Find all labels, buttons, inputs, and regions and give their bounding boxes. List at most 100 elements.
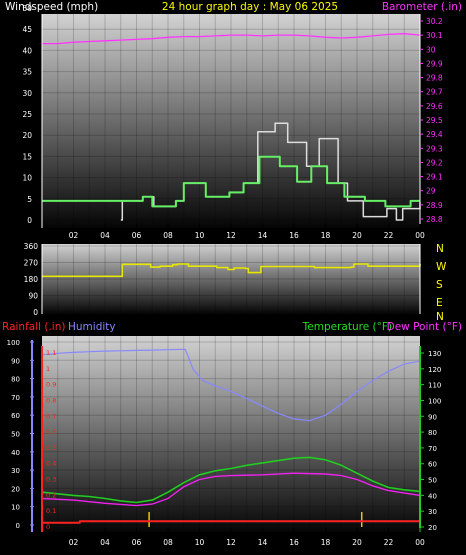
humidity-tick-label: 20 — [11, 485, 20, 493]
rainfall-tick-label: 0.3 — [46, 476, 56, 484]
wind-direction-plot-area — [42, 244, 420, 314]
baro-tick-label: 29.6 — [426, 102, 443, 111]
direction-tick-label: 270 — [24, 259, 39, 268]
x-tick-label: 12 — [226, 538, 236, 547]
rainfall-tick-label: 0.4 — [46, 460, 56, 468]
humidity-tick-label: 10 — [11, 504, 20, 512]
humidity-tick-label: 80 — [11, 376, 20, 384]
rainfall-line — [42, 520, 420, 524]
dewpoint-line — [41, 472, 421, 507]
x-tick-label: 18 — [321, 231, 331, 240]
humidity-tick-label: 60 — [11, 412, 20, 420]
rainfall-tick-label: 0.6 — [46, 428, 56, 436]
chart-title: 24 hour graph day : May 06 2025 — [162, 1, 338, 13]
x-tick-label: 06 — [132, 538, 142, 547]
x-tick-label: 16 — [289, 231, 299, 240]
temperature-tick-label: 100 — [428, 397, 441, 405]
x-tick-label: 10 — [195, 231, 205, 240]
x-tick-label: 20 — [352, 231, 362, 240]
x-tick-label: 00 — [415, 538, 425, 547]
wind-baro-axes: 0 5 10 15 20 25 30 35 40 45 50 28.8 28.9 29 29.1 29.2 29… — [22, 4, 442, 240]
x-tick-label: 08 — [163, 231, 173, 240]
wind-tick-label: 40 — [22, 46, 32, 55]
x-tick-label: 12 — [226, 231, 236, 240]
humidity-tick-label: 100 — [7, 339, 20, 347]
direction-tick-label: 360 — [24, 242, 39, 251]
baro-tick-label: 29.9 — [426, 59, 443, 68]
dewpoint-axis-title: Dew Point (°F) — [387, 321, 462, 333]
windspeed-axis-title: Windspeed (mph) — [5, 1, 98, 13]
barometer-line — [42, 33, 421, 45]
x-tick-label: 18 — [321, 538, 331, 547]
x-tick-label: 04 — [100, 231, 110, 240]
humidity-line — [41, 348, 421, 422]
compass-label: S — [436, 279, 443, 291]
wind-tick-label: 50 — [22, 4, 32, 13]
temp-humidity-series — [41, 348, 421, 527]
humidity-tick-label: 0 — [16, 522, 20, 530]
wind-average-line — [42, 155, 420, 208]
rainfall-tick-label: 0.1 — [46, 507, 56, 515]
wind-tick-label: 25 — [22, 110, 32, 119]
temperature-tick-label: 130 — [428, 350, 441, 358]
wind-tick-label: 10 — [22, 174, 32, 183]
temperature-tick-label: 90 — [428, 413, 437, 421]
x-tick-label: 10 — [195, 538, 205, 547]
x-tick-label: 08 — [163, 538, 173, 547]
humidity-axis-title: Humidity — [68, 321, 116, 333]
x-tick-label: 22 — [384, 231, 394, 240]
humidity-tick-label: 90 — [11, 357, 20, 365]
wind-direction-series — [42, 263, 421, 278]
x-tick-label: 02 — [69, 231, 79, 240]
wind-direction-gridlines — [42, 244, 420, 314]
baro-tick-label: 29.8 — [426, 74, 443, 83]
rainfall-tick-label: 0.7 — [46, 412, 56, 420]
baro-tick-label: 30 — [426, 45, 436, 54]
temperature-tick-label: 60 — [428, 461, 437, 469]
temperature-tick-label: 20 — [428, 524, 437, 532]
temperature-line — [41, 456, 421, 504]
x-tick-label: 22 — [384, 538, 394, 547]
direction-tick-label: 180 — [24, 275, 39, 284]
x-tick-label: 20 — [352, 538, 362, 547]
humidity-tick-label: 50 — [11, 431, 20, 439]
wind-tick-label: 5 — [27, 195, 32, 204]
humidity-tick-label: 30 — [11, 467, 20, 475]
x-tick-label: 00 — [415, 231, 425, 240]
compass-label: N — [436, 311, 444, 323]
temp-humidity-gridlines — [42, 336, 420, 532]
compass-label: N — [436, 243, 444, 255]
wind-tick-label: 20 — [22, 131, 32, 140]
compass-label: W — [436, 261, 447, 273]
wind-tick-label: 30 — [22, 89, 32, 98]
wind-baro-gridlines — [42, 7, 420, 228]
temperature-axis-title: Temperature (°F) — [302, 321, 392, 333]
humidity-tick-label: 70 — [11, 394, 20, 402]
x-tick-label: 04 — [100, 538, 110, 547]
temperature-tick-label: 40 — [428, 492, 437, 500]
temperature-tick-label: 70 — [428, 445, 437, 453]
wind-tick-label: 0 — [27, 216, 32, 225]
temperature-tick-label: 120 — [428, 366, 441, 374]
direction-tick-label: 90 — [28, 292, 38, 301]
wind-direction-line — [42, 263, 421, 278]
rainfall-tick-label: 0 — [46, 523, 50, 531]
baro-tick-label: 29.4 — [426, 130, 443, 139]
rainfall-axis-title: Rainfall (.in) — [2, 321, 65, 333]
baro-tick-label: 29.2 — [426, 158, 443, 167]
rainfall-tick-label: 0.2 — [46, 491, 56, 499]
rainfall-tick-label: 1.1 — [46, 349, 56, 357]
baro-tick-label: 29.7 — [426, 88, 443, 97]
baro-tick-label: 30.1 — [426, 31, 443, 40]
rainfall-tick-label: 0.8 — [46, 396, 56, 404]
baro-tick-label: 29 — [426, 187, 436, 196]
temperature-tick-label: 110 — [428, 382, 441, 390]
wind-tick-label: 15 — [22, 152, 32, 161]
x-tick-label: 06 — [132, 231, 142, 240]
temperature-tick-label: 80 — [428, 429, 437, 437]
baro-tick-label: 29.1 — [426, 173, 443, 182]
baro-tick-label: 28.9 — [426, 201, 443, 210]
x-tick-label: 16 — [289, 538, 299, 547]
